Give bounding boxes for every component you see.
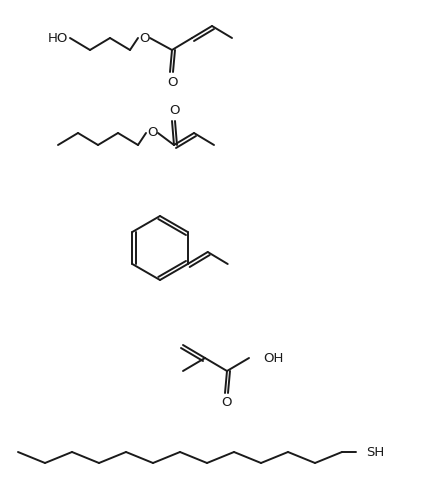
Text: O: O <box>167 75 177 88</box>
Text: HO: HO <box>48 32 68 45</box>
Text: O: O <box>147 127 157 140</box>
Text: O: O <box>139 32 149 45</box>
Text: O: O <box>169 105 179 118</box>
Text: OH: OH <box>263 351 283 364</box>
Text: SH: SH <box>366 445 384 458</box>
Text: O: O <box>222 396 232 409</box>
